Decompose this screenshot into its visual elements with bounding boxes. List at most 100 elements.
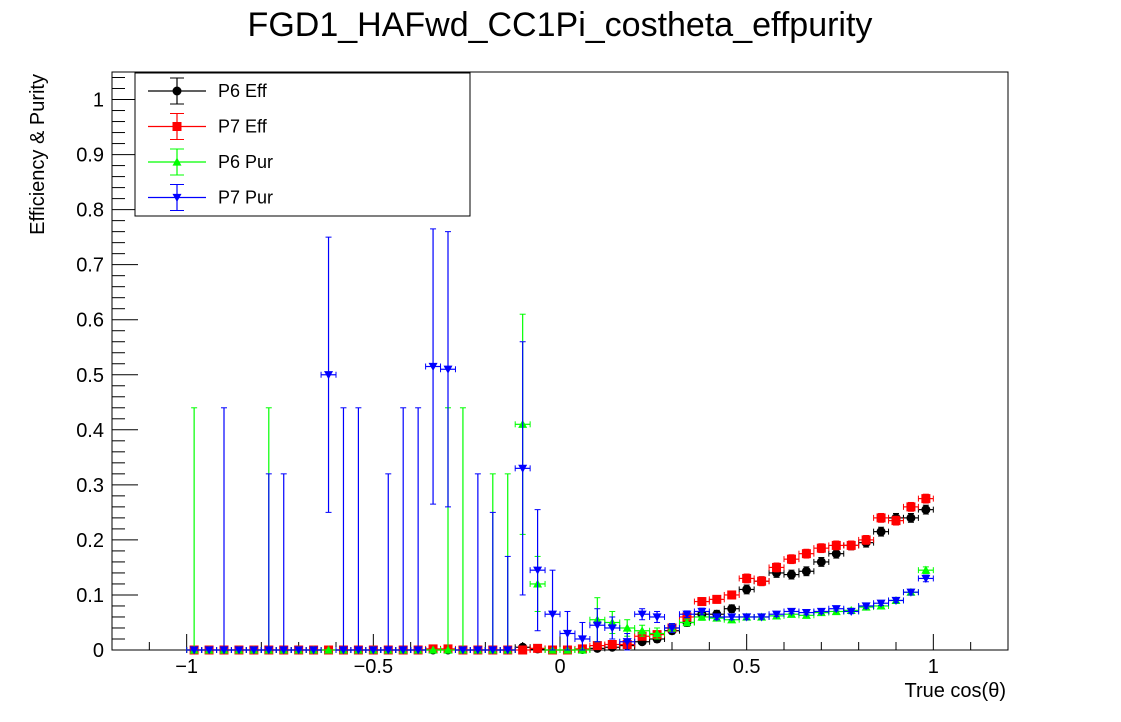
data-point xyxy=(742,584,752,594)
data-point xyxy=(548,610,558,619)
data-point xyxy=(577,635,587,644)
data-point xyxy=(189,646,199,655)
data-point xyxy=(294,646,304,655)
data-point xyxy=(667,624,677,633)
data-point xyxy=(309,646,319,655)
data-point xyxy=(682,617,692,627)
data-point xyxy=(816,543,826,553)
data-point xyxy=(592,641,602,651)
legend-entry: P7 Pur xyxy=(148,184,273,211)
x-tick-label: −1 xyxy=(175,656,198,678)
y-tick-label: 0.7 xyxy=(76,255,104,277)
data-point xyxy=(488,646,498,655)
series-p7-pur xyxy=(186,228,934,655)
data-point xyxy=(861,602,871,611)
chart-title: FGD1_HAFwd_CC1Pi_costheta_effpurity xyxy=(248,6,873,44)
y-tick-label: 0.2 xyxy=(76,530,104,552)
data-point xyxy=(697,607,707,616)
data-point xyxy=(234,646,244,655)
data-point xyxy=(697,612,707,621)
data-point xyxy=(682,610,692,619)
data-point xyxy=(518,464,528,473)
data-point xyxy=(727,613,737,622)
data-point xyxy=(801,608,811,618)
series-p7-eff xyxy=(186,493,934,655)
data-point xyxy=(249,646,259,655)
data-point xyxy=(891,596,901,605)
data-point xyxy=(697,597,707,607)
data-point xyxy=(533,566,543,575)
data-point xyxy=(772,610,782,619)
x-tick-label: 0.5 xyxy=(733,656,761,678)
data-point xyxy=(742,613,752,622)
data-point xyxy=(219,646,229,655)
data-point xyxy=(906,513,916,523)
data-point xyxy=(816,557,826,567)
data-point xyxy=(742,573,752,583)
data-point xyxy=(428,362,438,372)
data-point xyxy=(172,193,182,202)
data-point xyxy=(398,646,408,655)
x-tick-label: 0 xyxy=(554,656,565,678)
y-tick-label: 0.4 xyxy=(76,420,104,442)
y-tick-label: 1 xyxy=(93,90,104,112)
data-point xyxy=(861,535,871,545)
data-point xyxy=(921,574,931,583)
data-point xyxy=(592,621,602,630)
y-tick-label: 0.1 xyxy=(76,585,104,607)
data-point xyxy=(279,646,289,655)
y-tick-label: 0.9 xyxy=(76,145,104,167)
data-point xyxy=(264,646,274,655)
data-point xyxy=(324,371,334,380)
data-point xyxy=(921,565,931,574)
y-tick-label: 0.5 xyxy=(76,365,104,387)
data-point xyxy=(338,646,348,655)
legend-box xyxy=(134,72,471,217)
data-point xyxy=(458,646,468,655)
data-point xyxy=(906,588,916,597)
data-point xyxy=(652,613,662,622)
data-point xyxy=(801,566,811,576)
y-tick-label: 0.6 xyxy=(76,310,104,332)
data-point xyxy=(727,590,737,600)
data-point xyxy=(533,643,543,653)
data-point xyxy=(786,554,796,564)
data-point xyxy=(816,607,826,616)
data-point xyxy=(518,645,528,655)
data-point xyxy=(831,605,841,614)
data-point xyxy=(831,540,841,550)
data-point xyxy=(622,638,632,647)
data-point xyxy=(801,549,811,559)
data-point xyxy=(786,570,796,580)
data-point xyxy=(921,494,931,504)
data-point xyxy=(368,646,378,655)
y-axis-label: Efficiency & Purity xyxy=(27,74,49,235)
data-point xyxy=(652,628,662,638)
data-point xyxy=(786,607,796,616)
data-point xyxy=(727,604,737,614)
data-point xyxy=(906,502,916,512)
data-point xyxy=(172,122,182,131)
data-point xyxy=(637,626,647,635)
data-point xyxy=(428,645,438,654)
x-tick-label: −0.5 xyxy=(354,656,393,678)
y-tick-label: 0.8 xyxy=(76,200,104,222)
data-point xyxy=(712,613,722,622)
data-point xyxy=(772,562,782,572)
data-point xyxy=(846,540,856,550)
data-point xyxy=(204,646,214,655)
data-point xyxy=(353,646,363,655)
legend-entry: P7 Eff xyxy=(148,113,268,140)
data-point xyxy=(876,513,886,523)
data-point xyxy=(607,639,617,649)
data-point xyxy=(891,516,901,526)
legend-label: P6 Eff xyxy=(218,81,268,101)
data-point xyxy=(757,613,767,622)
data-point xyxy=(473,646,483,655)
data-point xyxy=(846,607,856,616)
data-point xyxy=(562,629,572,638)
data-point xyxy=(383,646,393,655)
series-layer xyxy=(186,228,934,655)
data-point xyxy=(831,549,841,559)
legend-label: P7 Pur xyxy=(218,188,273,208)
